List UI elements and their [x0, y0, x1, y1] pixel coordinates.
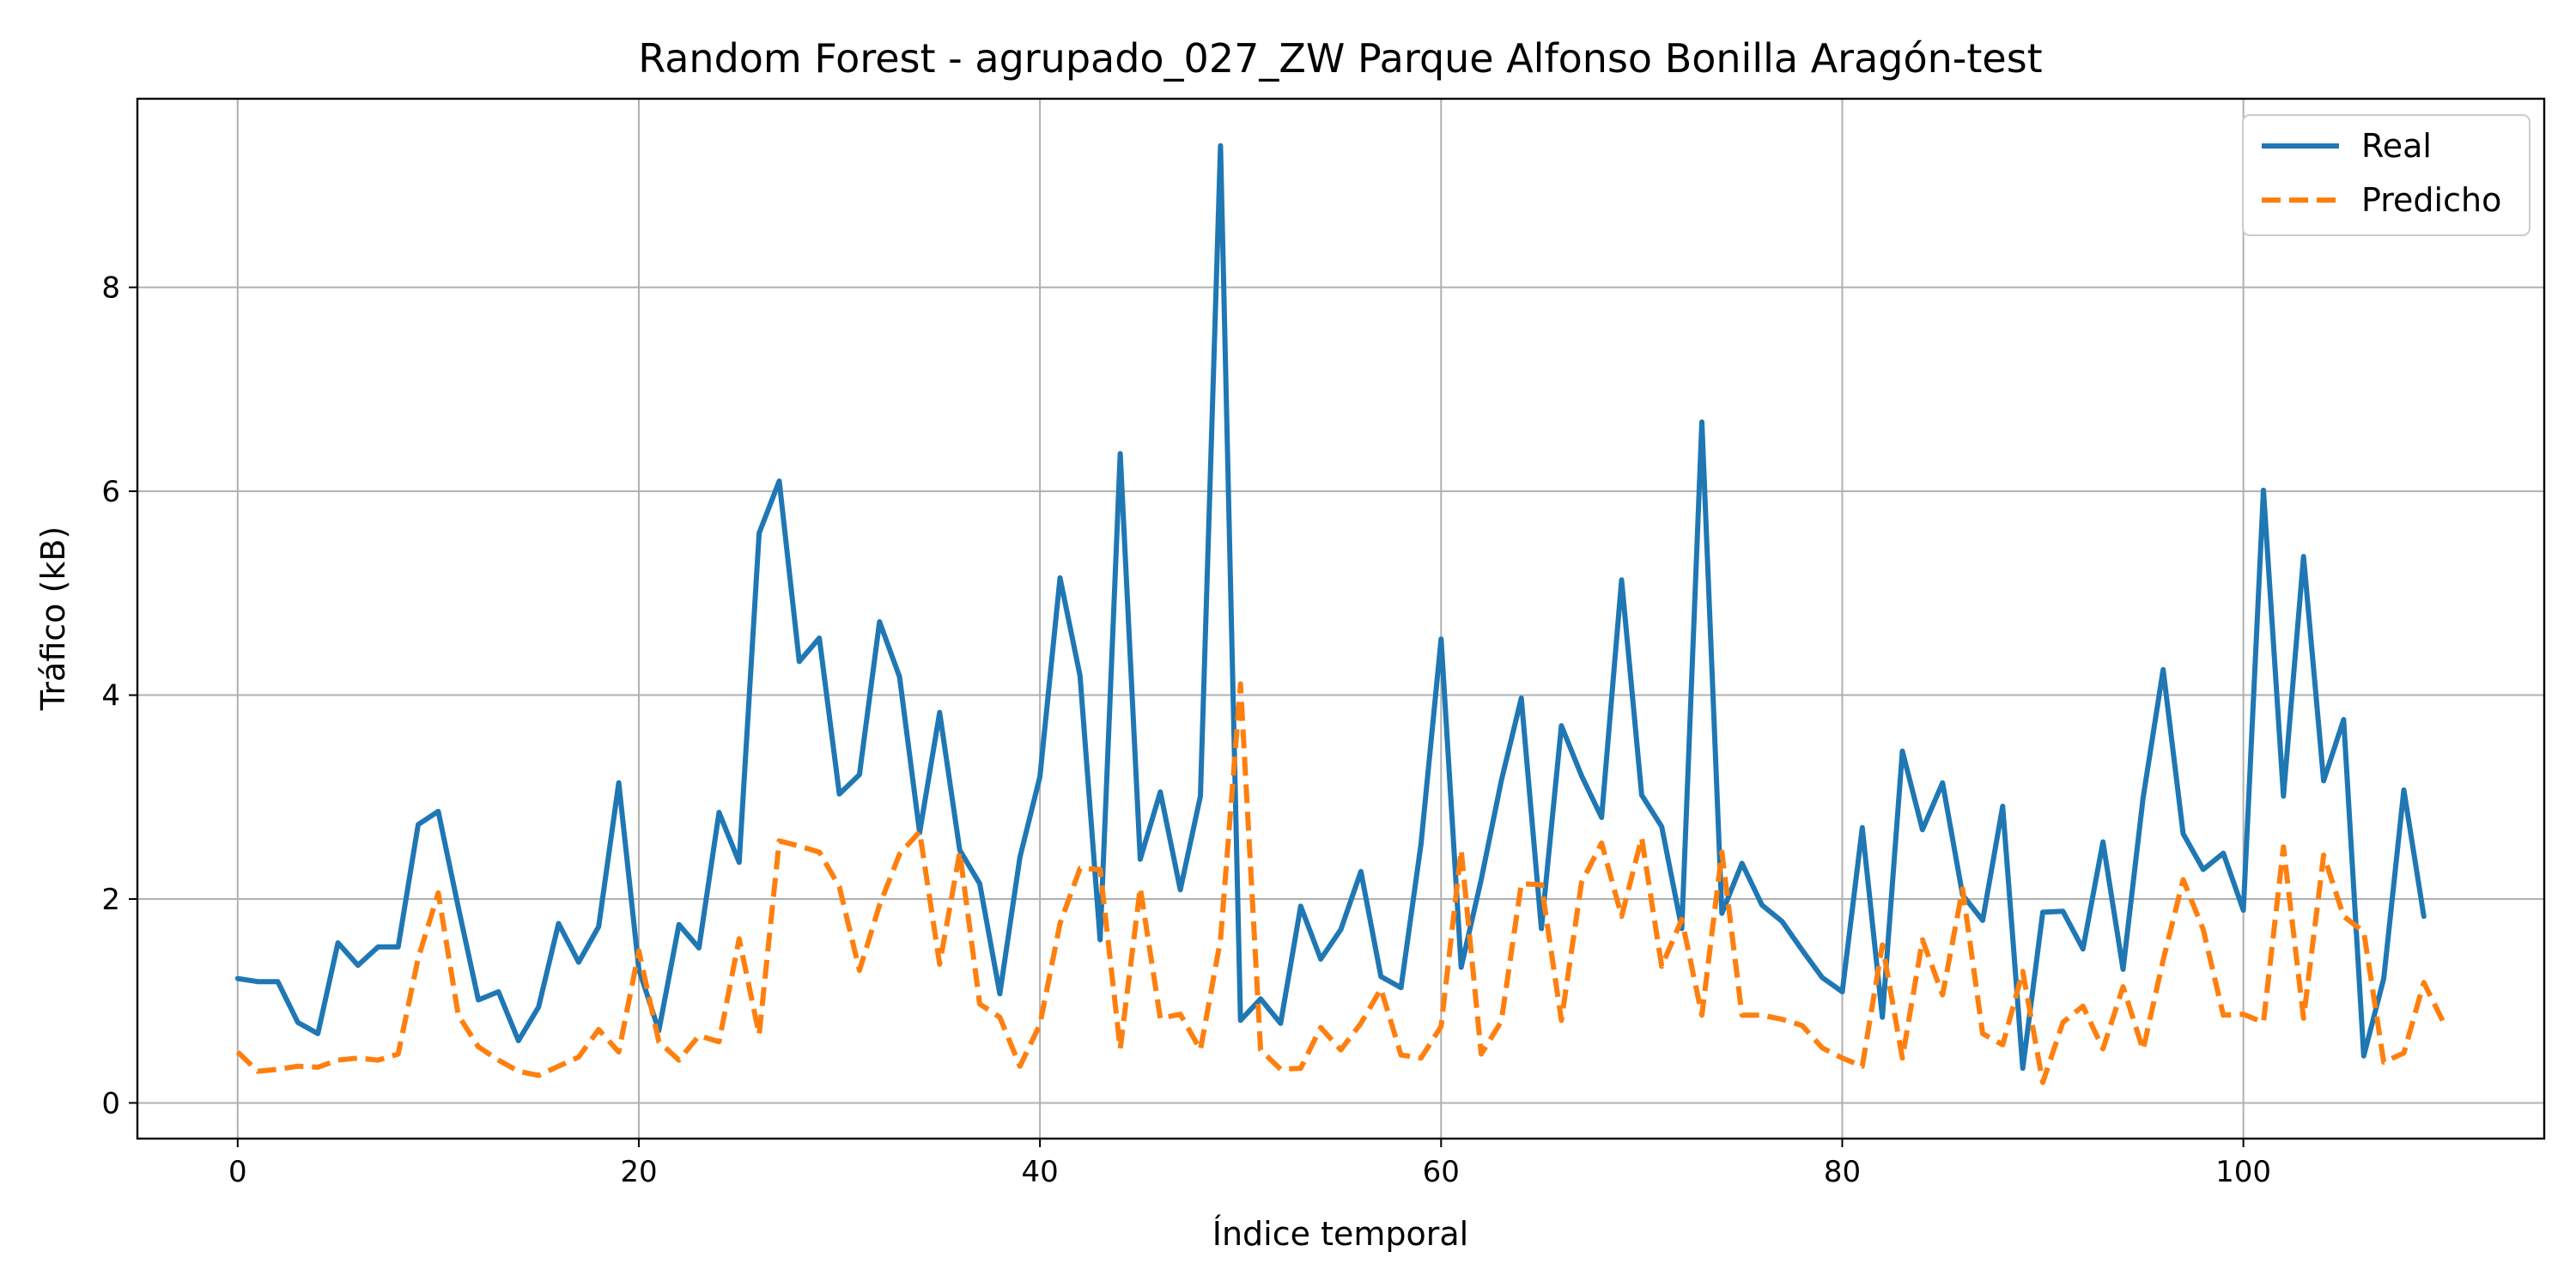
x-tick-label: 100: [2215, 1155, 2271, 1189]
legend: Real Predicho: [2242, 114, 2530, 236]
y-tick-label: 2: [101, 883, 120, 917]
series-predicho: [235, 681, 2446, 1085]
legend-label-predicho: Predicho: [2361, 181, 2501, 219]
x-tick-label: 80: [1824, 1155, 1861, 1189]
ticks: 0 20 40 60 80 100 0 2 4 6 8: [101, 271, 2271, 1189]
y-tick-label: 4: [101, 679, 120, 714]
y-axis-title: Tráfico (kB): [34, 526, 72, 711]
x-tick-label: 60: [1423, 1155, 1460, 1189]
y-tick-label: 6: [101, 475, 120, 509]
y-tick-label: 8: [101, 271, 120, 306]
x-tick-label: 20: [620, 1155, 657, 1189]
series-line-predicho: [235, 681, 2446, 1085]
series-layer: [234, 143, 2446, 1085]
x-tick-label: 0: [228, 1155, 247, 1189]
series-line-real: [234, 143, 2427, 1072]
y-tick-label: 0: [101, 1086, 120, 1121]
grid: [137, 99, 2544, 1139]
x-tick-label: 40: [1021, 1155, 1058, 1189]
x-axis-title: Índice temporal: [1212, 1215, 1468, 1253]
legend-label-real: Real: [2361, 127, 2432, 165]
series-real: [234, 143, 2427, 1072]
plot-frame: [136, 97, 2546, 1140]
chart-title: Random Forest - agrupado_027_ZW Parque A…: [638, 35, 2042, 82]
